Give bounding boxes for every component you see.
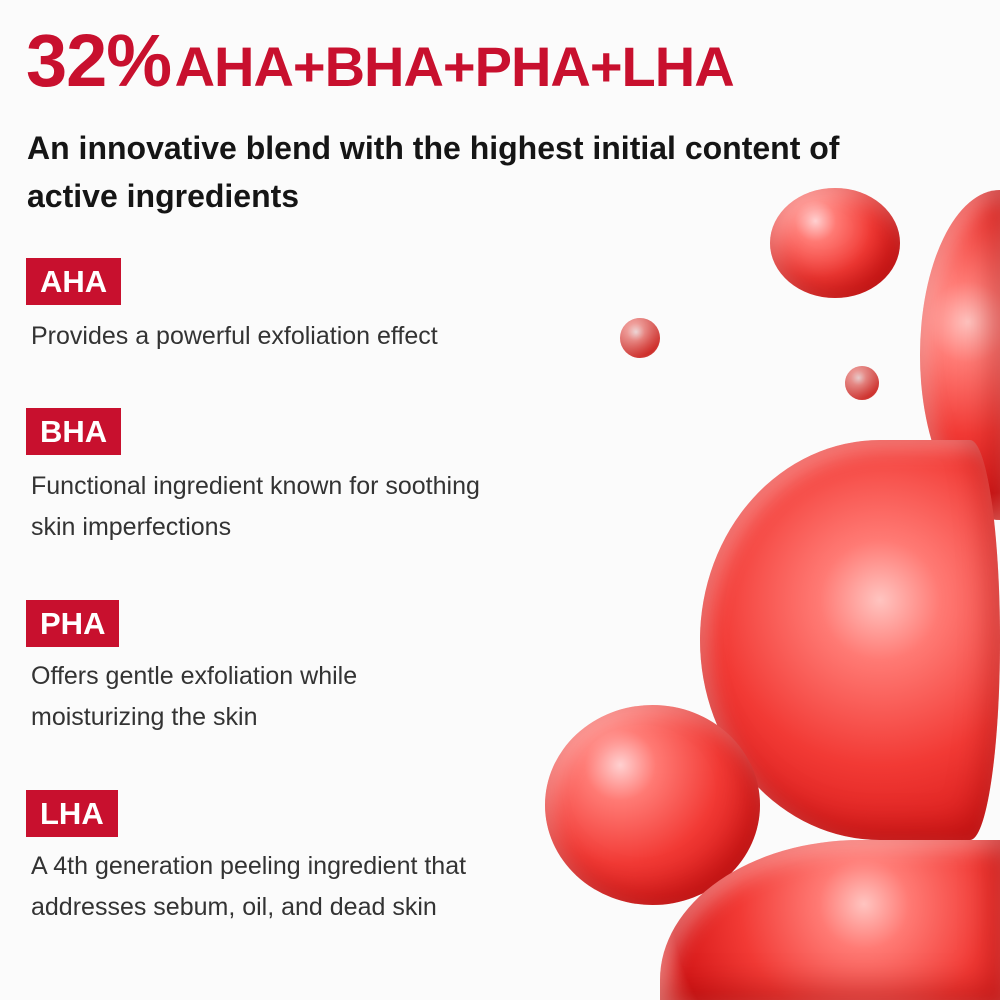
badge-pha: PHA <box>26 600 120 647</box>
bubble <box>545 705 760 905</box>
badge-aha: AHA <box>26 258 122 305</box>
badge-bha: BHA <box>26 408 122 455</box>
bubble <box>845 366 879 400</box>
bubble <box>770 188 900 298</box>
desc-bha: Functional ingredient known for soothing… <box>31 472 480 541</box>
desc-aha: Provides a powerful exfoliation effect <box>31 322 438 350</box>
bubble <box>620 318 660 358</box>
title-blend: AHA+BHA+PHA+LHA <box>174 35 735 98</box>
desc-pha: Offers gentle exfoliation while moisturi… <box>31 662 358 731</box>
desc-lha: A 4th generation peeling ingredient that… <box>31 852 467 921</box>
title-percent: 32% <box>26 19 172 102</box>
badge-lha: LHA <box>26 790 118 837</box>
subtitle: An innovative blend with the highest ini… <box>27 130 840 214</box>
page-title: 32% AHA+BHA+PHA+LHA <box>26 18 735 103</box>
